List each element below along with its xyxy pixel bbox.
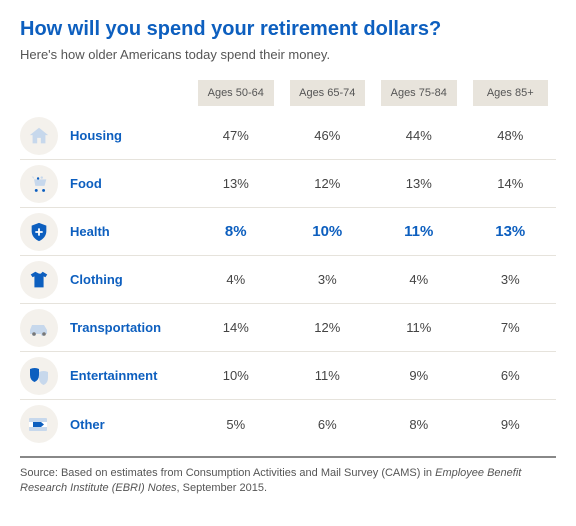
cell-value: 12% bbox=[314, 320, 340, 335]
cell-value: 7% bbox=[501, 320, 520, 335]
cell-value: 12% bbox=[314, 176, 340, 191]
page-title: How will you spend your retirement dolla… bbox=[20, 18, 556, 41]
cell-value: 8% bbox=[409, 417, 428, 432]
page-subtitle: Here's how older Americans today spend t… bbox=[20, 47, 556, 62]
cell-value: 3% bbox=[501, 272, 520, 287]
cell-value: 46% bbox=[314, 128, 340, 143]
category-label: Transportation bbox=[70, 320, 161, 335]
car-icon bbox=[20, 309, 58, 347]
cell-value: 14% bbox=[497, 176, 523, 191]
cell-value: 10% bbox=[312, 223, 342, 240]
table-row: Food 13% 12% 13% 14% bbox=[20, 160, 556, 208]
cell-value: 14% bbox=[223, 320, 249, 335]
col-header: Ages 75-84 bbox=[381, 80, 457, 106]
cell-value: 13% bbox=[223, 176, 249, 191]
col-header: Ages 85+ bbox=[473, 80, 549, 106]
masks-icon bbox=[20, 357, 58, 395]
table-row: Other 5% 6% 8% 9% bbox=[20, 400, 556, 448]
cell-value: 47% bbox=[223, 128, 249, 143]
table-row: Housing 47% 46% 44% 48% bbox=[20, 112, 556, 160]
cell-value: 6% bbox=[318, 417, 337, 432]
col-header: Ages 65-74 bbox=[290, 80, 366, 106]
cell-value: 3% bbox=[318, 272, 337, 287]
table-row: Health 8% 10% 11% 13% bbox=[20, 208, 556, 256]
footer-text-pre: Source: Based on estimates from Consumpt… bbox=[20, 467, 435, 479]
cell-value: 9% bbox=[409, 368, 428, 383]
category-label: Food bbox=[70, 176, 102, 191]
house-icon bbox=[20, 117, 58, 155]
cell-value: 11% bbox=[404, 223, 433, 240]
wallet-icon bbox=[20, 405, 58, 443]
category-label: Entertainment bbox=[70, 368, 157, 383]
category-label: Housing bbox=[70, 128, 122, 143]
cell-value: 13% bbox=[495, 223, 525, 240]
cell-value: 13% bbox=[406, 176, 432, 191]
cell-value: 44% bbox=[406, 128, 432, 143]
shield-icon bbox=[20, 213, 58, 251]
source-footer: Source: Based on estimates from Consumpt… bbox=[20, 456, 556, 497]
table-header-row: Ages 50-64 Ages 65-74 Ages 75-84 Ages 85… bbox=[20, 80, 556, 106]
col-header: Ages 50-64 bbox=[198, 80, 274, 106]
cell-value: 10% bbox=[223, 368, 249, 383]
shirt-icon bbox=[20, 261, 58, 299]
category-label: Clothing bbox=[70, 272, 123, 287]
cell-value: 11% bbox=[315, 368, 340, 383]
cell-value: 4% bbox=[226, 272, 245, 287]
cell-value: 9% bbox=[501, 417, 520, 432]
cell-value: 11% bbox=[406, 320, 431, 335]
table-row: Transportation 14% 12% 11% 7% bbox=[20, 304, 556, 352]
cell-value: 4% bbox=[409, 272, 428, 287]
table-row: Clothing 4% 3% 4% 3% bbox=[20, 256, 556, 304]
cell-value: 6% bbox=[501, 368, 520, 383]
spending-table: Ages 50-64 Ages 65-74 Ages 75-84 Ages 85… bbox=[20, 80, 556, 448]
cell-value: 8% bbox=[225, 223, 247, 240]
cell-value: 5% bbox=[226, 417, 245, 432]
cart-icon bbox=[20, 165, 58, 203]
footer-text-post: , September 2015. bbox=[177, 482, 268, 494]
table-row: Entertainment 10% 11% 9% 6% bbox=[20, 352, 556, 400]
category-label: Other bbox=[70, 417, 105, 432]
category-label: Health bbox=[70, 224, 110, 239]
cell-value: 48% bbox=[497, 128, 523, 143]
